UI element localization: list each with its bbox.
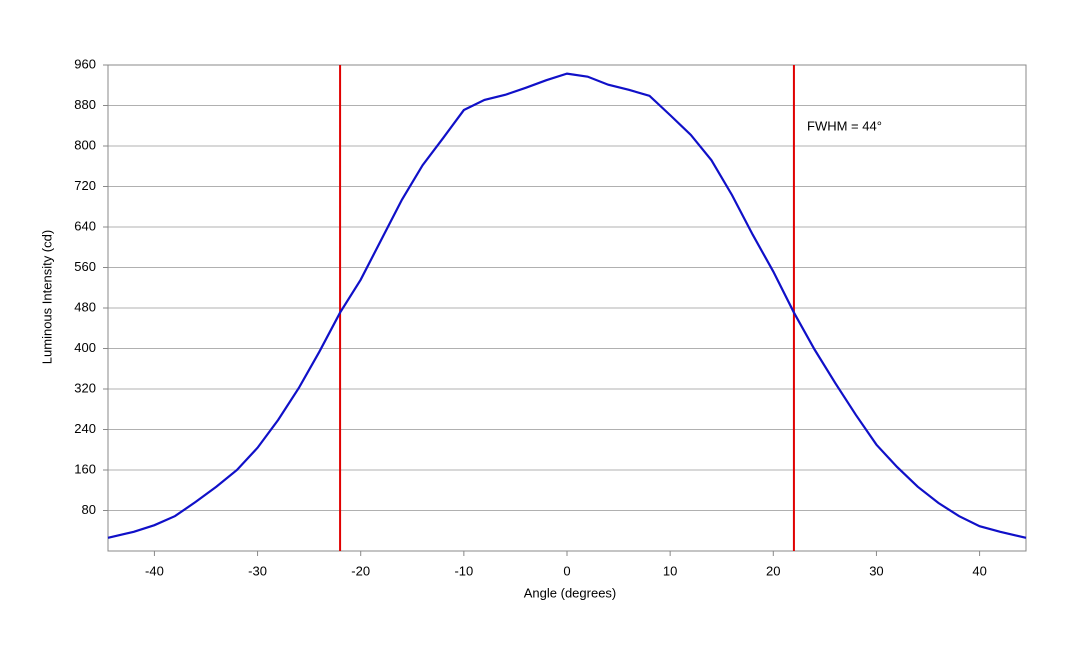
y-tick-label: 960 bbox=[74, 56, 96, 71]
y-tick-label: 640 bbox=[74, 218, 96, 233]
x-tick-label: 20 bbox=[766, 563, 780, 578]
y-tick-label: 80 bbox=[82, 502, 96, 517]
x-axis-label: Angle (degrees) bbox=[524, 585, 617, 600]
x-tick-label: -20 bbox=[351, 563, 370, 578]
x-tick-label: 0 bbox=[563, 563, 570, 578]
annotation: FWHM = 44° bbox=[807, 118, 882, 133]
y-axis-label: Luminous Intensity (cd) bbox=[39, 230, 54, 364]
y-tick-label: 560 bbox=[74, 259, 96, 274]
y-tick-label: 400 bbox=[74, 340, 96, 355]
y-tick-label: 240 bbox=[74, 421, 96, 436]
x-tick-label: 30 bbox=[869, 563, 883, 578]
x-tick-label: 40 bbox=[972, 563, 986, 578]
x-tick-label: 10 bbox=[663, 563, 677, 578]
y-tick-label: 320 bbox=[74, 380, 96, 395]
y-tick-label: 880 bbox=[74, 97, 96, 112]
x-tick-label: -10 bbox=[454, 563, 473, 578]
data-line bbox=[107, 72, 1027, 539]
y-tick-label: 800 bbox=[74, 137, 96, 152]
y-tick-label: 160 bbox=[74, 461, 96, 476]
y-tick-label: 720 bbox=[74, 178, 96, 193]
y-tick-label: 480 bbox=[74, 299, 96, 314]
x-tick-label: -30 bbox=[248, 563, 267, 578]
x-tick-label: -40 bbox=[145, 563, 164, 578]
